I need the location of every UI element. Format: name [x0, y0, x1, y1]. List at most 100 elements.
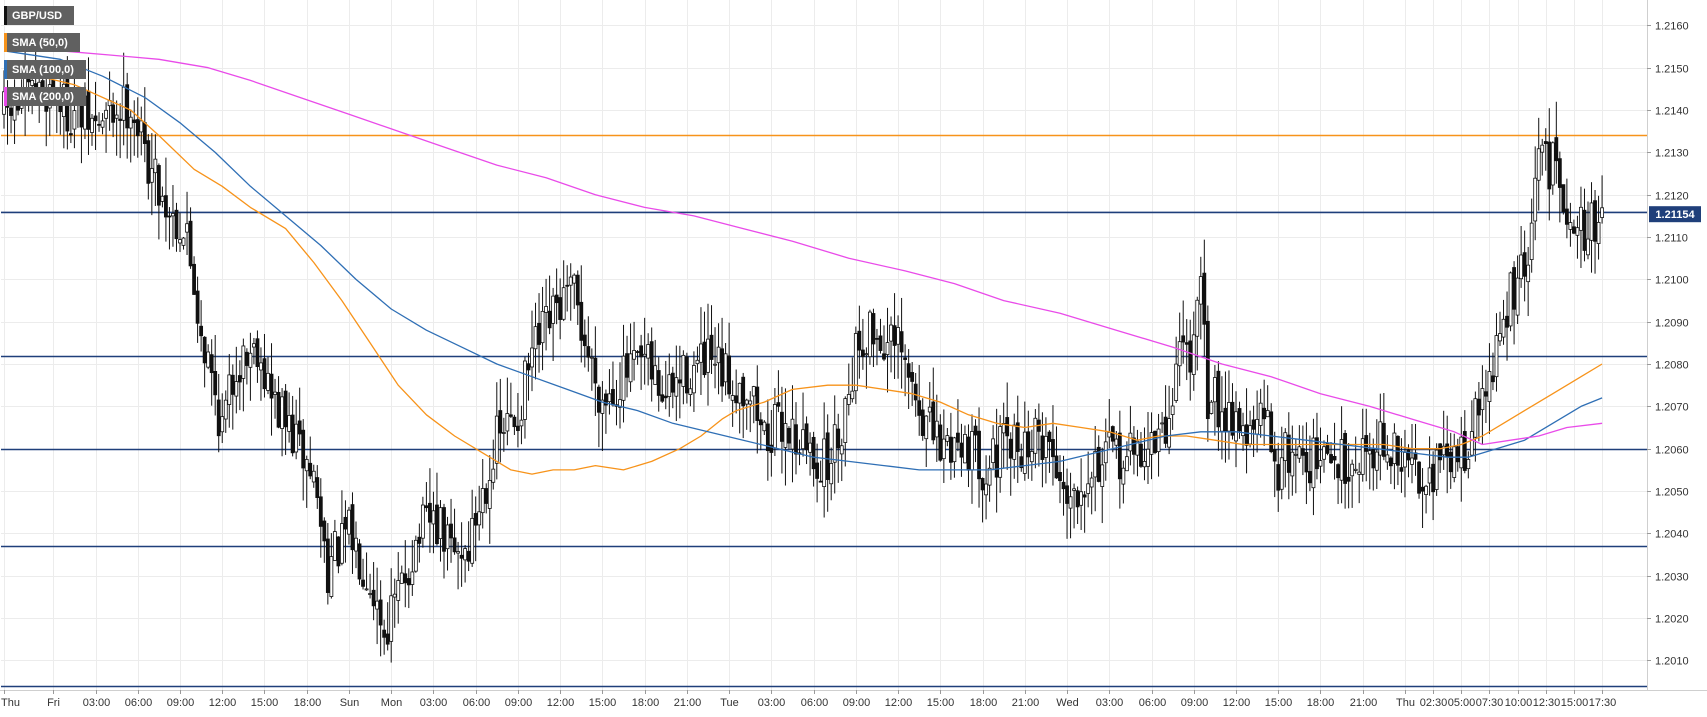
candle [737, 382, 742, 434]
candle-body [787, 428, 791, 444]
candle [1360, 408, 1365, 482]
candle-body [259, 362, 263, 371]
candle-body [811, 436, 816, 470]
candle-body [199, 325, 204, 337]
candle [1388, 456, 1393, 485]
candle-body [568, 276, 573, 286]
candle [1293, 439, 1298, 494]
candle-body [139, 120, 144, 133]
candle-body [1015, 422, 1020, 452]
candle-body [660, 394, 665, 402]
candle [980, 477, 985, 523]
candle-body [9, 107, 13, 116]
candle-body [1100, 464, 1105, 487]
candle-body [832, 424, 837, 463]
candle [283, 384, 288, 455]
candle-body [829, 463, 834, 485]
candle [565, 265, 570, 312]
candle [350, 492, 355, 574]
x-tick-label: 21:00 [1012, 697, 1040, 709]
candle [167, 207, 172, 250]
candle-body [748, 400, 753, 405]
candle [618, 362, 622, 429]
candle [227, 354, 232, 428]
candle-body [501, 432, 506, 434]
candle-body [93, 115, 98, 122]
candle [1529, 198, 1534, 273]
candle [273, 378, 277, 419]
candle-body [325, 538, 330, 593]
candle-body [1575, 227, 1580, 236]
candle [1051, 405, 1055, 486]
candle-body [737, 382, 742, 404]
candle [1149, 412, 1154, 480]
candle-body [1286, 434, 1291, 473]
candle [128, 109, 133, 163]
candle [787, 426, 791, 450]
candle-body [1177, 341, 1182, 367]
candle-body [1008, 438, 1013, 459]
candle-body [1600, 207, 1604, 218]
candle [977, 407, 981, 508]
candle-body [1336, 464, 1340, 479]
candle [269, 343, 274, 436]
x-tick-label: Thu [1396, 697, 1415, 709]
candle [526, 352, 531, 401]
candle-body [1244, 424, 1249, 446]
candle-body [741, 376, 746, 407]
candle-body [456, 551, 460, 554]
candle [181, 236, 186, 250]
candle-body [392, 593, 397, 598]
candle-body [941, 438, 946, 460]
candle [403, 540, 408, 608]
candle-body [480, 488, 485, 514]
candle [1279, 426, 1284, 500]
candle-body [1230, 401, 1235, 436]
candle [1198, 256, 1203, 340]
candle [276, 376, 281, 429]
legend-symbol[interactable]: GBP/USD [4, 6, 75, 25]
x-tick-label: 07:30 [1476, 697, 1504, 709]
candle-body [142, 122, 147, 144]
candle-body [287, 415, 292, 432]
candle-body [667, 374, 672, 397]
candle [216, 373, 221, 453]
candle-body [1103, 441, 1108, 464]
candle-body [1445, 443, 1450, 457]
candle-body [1096, 446, 1101, 482]
candle-body [442, 507, 446, 552]
candle-body [1522, 252, 1527, 277]
candle [516, 392, 520, 448]
candle-body [956, 432, 960, 443]
candle [628, 323, 633, 392]
candle [1135, 429, 1140, 477]
candle [1533, 146, 1538, 241]
candle [114, 100, 119, 156]
legend-sma-100[interactable]: SMA (100,0) [4, 60, 86, 79]
candle [392, 578, 397, 628]
candle [1579, 186, 1583, 268]
candle-body [1022, 431, 1027, 474]
legend-sma-200[interactable]: SMA (200,0) [4, 87, 86, 106]
candle-body [512, 416, 517, 428]
candle-body [537, 322, 541, 345]
x-tick-label: 02:30 [1420, 697, 1448, 709]
y-axis: 1.2010 1.2020 1.2030 1.2040 1.2050 1.2060 1.20… [1647, 21, 1689, 668]
candle [146, 134, 151, 200]
candle-body [1381, 422, 1386, 457]
candle-body [424, 505, 429, 509]
candle-body [977, 430, 981, 480]
candle [1434, 443, 1439, 496]
candle-body [713, 363, 717, 366]
candle [934, 394, 939, 462]
candle-body [336, 536, 341, 567]
candle-body [428, 502, 432, 523]
candle [987, 455, 992, 502]
candle-body [899, 331, 904, 353]
candle-body [1420, 486, 1425, 492]
candle [593, 326, 598, 416]
candle-body [100, 120, 105, 128]
y-tick-label: 1.2070 [1655, 402, 1689, 414]
legend-sma-50[interactable]: SMA (50,0) [4, 33, 80, 52]
